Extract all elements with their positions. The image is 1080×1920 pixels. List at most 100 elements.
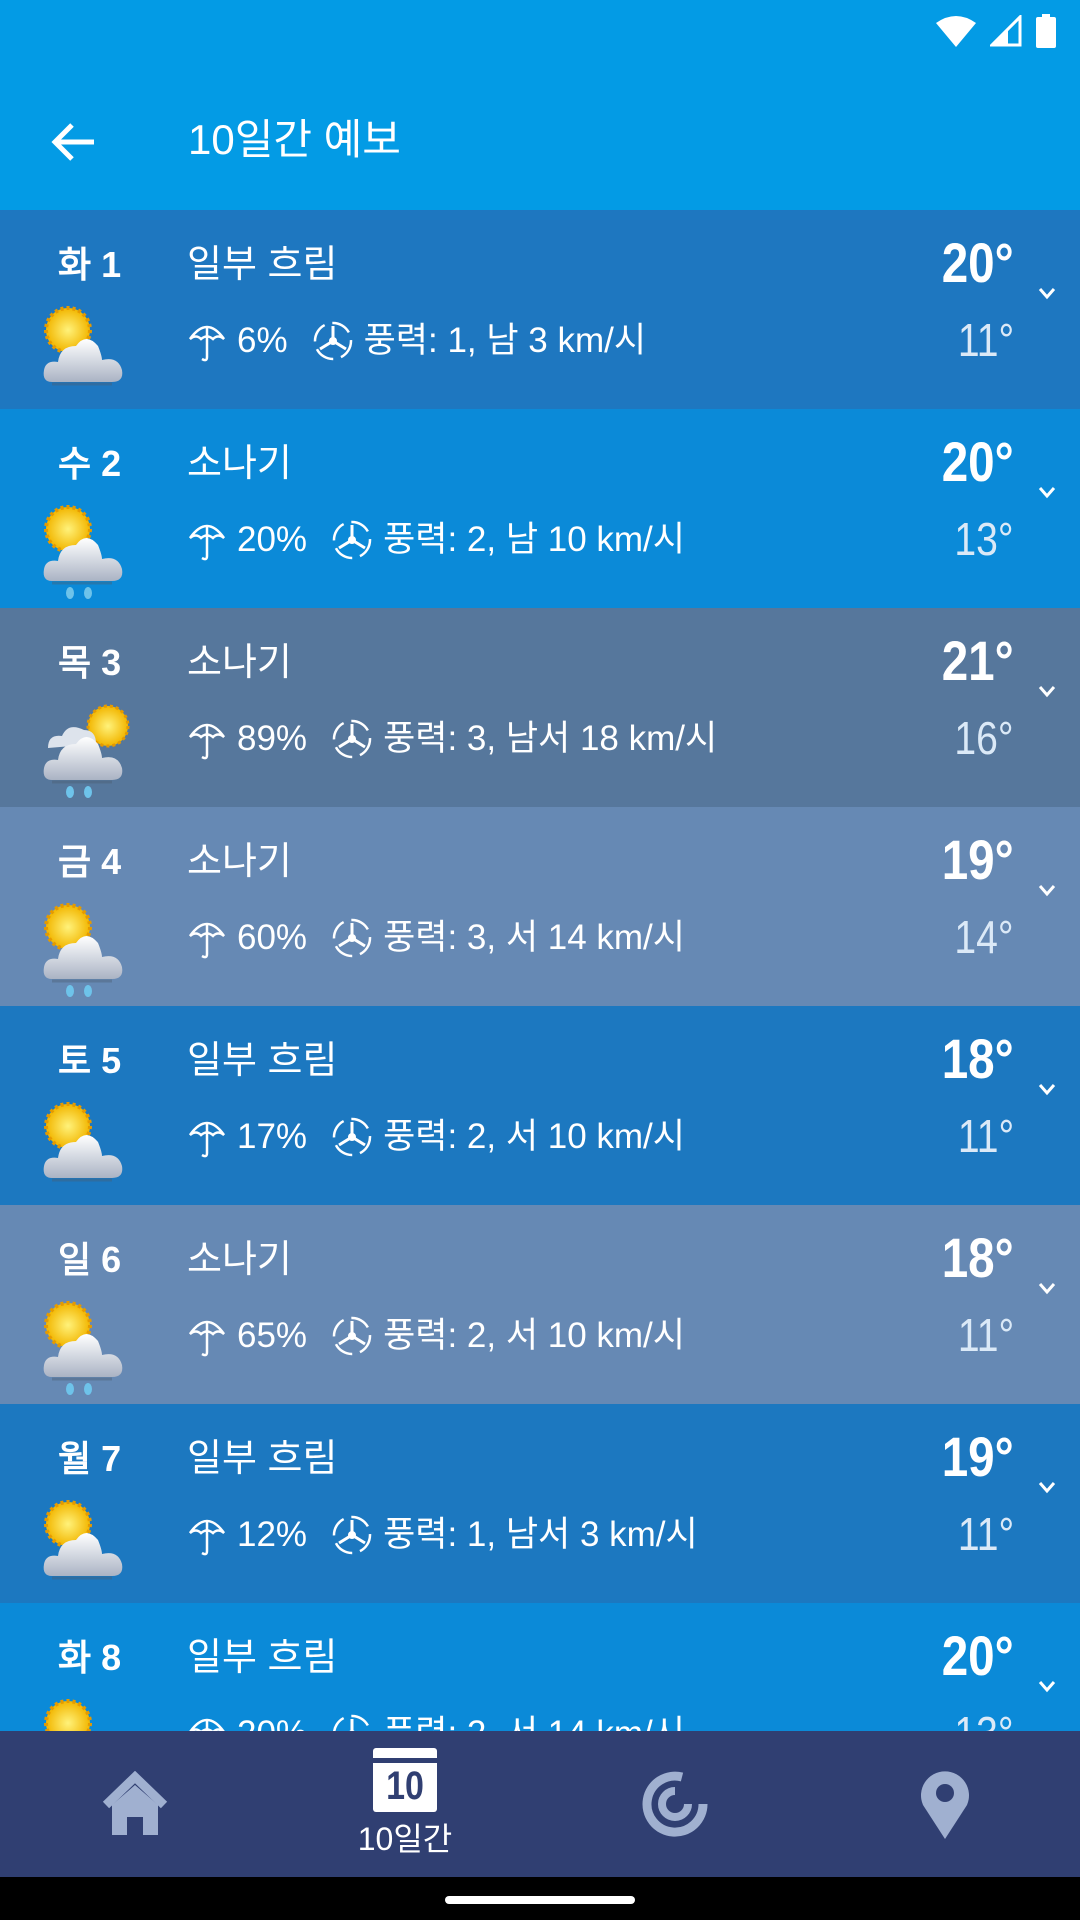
showers-weather-icon [43,1301,123,1395]
status-bar [0,0,1080,80]
chevron-down-icon[interactable] [1032,875,1062,905]
high-temp: 20° [942,1624,1014,1687]
app-bar: 10일간 예보 [0,80,1080,210]
precip-chance: 12% [237,1515,308,1554]
forecast-list[interactable]: 화 1 일부 흐림 6% 풍력: 1, 남 3 km/시 20° 11° 수 2 … [0,210,1080,1731]
low-temp: 11° [957,314,1014,366]
high-temp: 19° [942,828,1014,891]
umbrella-icon [188,1121,226,1158]
wind-icon [313,321,352,361]
battery-icon [1036,14,1056,48]
high-temp: 20° [942,430,1014,493]
forecast-day-row[interactable]: 월 7 일부 흐림 12% 풍력: 1, 남서 3 km/시 19° 11° [0,1404,1080,1603]
chevron-down-icon[interactable] [1032,676,1062,706]
high-temp: 20° [942,231,1014,294]
high-temp: 19° [942,1425,1014,1488]
umbrella-icon [188,922,226,959]
nav-home[interactable] [0,1731,270,1877]
details: 65% 풍력: 2, 서 10 km/시 [187,1311,685,1361]
low-temp: 11° [957,1110,1014,1162]
umbrella-icon [189,1718,225,1731]
wind-text: 풍력: 2, 서 10 km/시 [383,1316,685,1355]
radar-icon [642,1771,708,1837]
wind-text: 풍력: 1, 남서 3 km/시 [383,1515,698,1554]
details: 20% 풍력: 2, 서 14 km/시 [187,1709,685,1731]
chevron-down-icon[interactable] [1032,278,1062,308]
condition-text: 일부 흐림 [187,1637,338,1679]
forecast-day-row[interactable]: 토 5 일부 흐림 17% 풍력: 2, 서 10 km/시 18° 11° [0,1006,1080,1205]
day-label: 화 1 [58,244,122,285]
precip-chance: 60% [237,918,308,957]
home-icon [102,1771,168,1835]
wind-icon [332,1515,372,1555]
partly-cloudy-weather-icon [43,1102,123,1182]
partly-cloudy-weather-icon [43,306,123,386]
wind-icon [332,719,372,759]
partly-cloudy-weather-icon [44,1699,92,1731]
low-temp: 11° [957,1309,1014,1361]
condition-text: 소나기 [187,1239,292,1281]
condition-text: 일부 흐림 [187,1040,338,1082]
day-label: 금 4 [58,841,122,882]
chevron-down-icon[interactable] [1032,1671,1062,1701]
back-arrow-icon[interactable] [44,112,104,172]
chevron-down-icon[interactable] [1032,1074,1062,1104]
details: 60% 풍력: 3, 서 14 km/시 [187,913,685,963]
day-label: 수 2 [58,443,122,484]
umbrella-icon [188,1320,226,1357]
calendar-icon: 10 [373,1748,437,1812]
details: 12% 풍력: 1, 남서 3 km/시 [187,1510,698,1560]
chevron-down-icon[interactable] [1032,1472,1062,1502]
forecast-day-row[interactable]: 화 1 일부 흐림 6% 풍력: 1, 남 3 km/시 20° 11° [0,210,1080,409]
precip-chance: 17% [237,1117,308,1156]
day-label: 화 8 [58,1637,122,1678]
wind-text: 풍력: 2, 서 14 km/시 [383,1709,685,1731]
showers-weather-icon [43,903,123,997]
details: 6% 풍력: 1, 남 3 km/시 [187,316,646,366]
condition-text: 일부 흐림 [187,244,338,286]
gesture-bar[interactable] [445,1896,635,1904]
low-temp: 11° [957,1508,1014,1560]
day-label: 목 3 [58,642,122,683]
wind-icon [332,1117,372,1157]
location-pin-icon [921,1771,969,1839]
showers-cloudy-weather-icon [43,704,130,798]
umbrella-icon [188,524,226,561]
forecast-day-row[interactable]: 목 3 소나기 89% 풍력: 3, 남서 18 km/시 21° 16° [0,608,1080,807]
wind-text: 풍력: 2, 서 10 km/시 [383,1117,685,1156]
day-label: 월 7 [58,1438,122,1479]
wifi-icon [936,16,976,47]
low-temp: 13° [955,1703,1014,1731]
nav-10-day[interactable]: 10 10일간 [270,1731,540,1877]
signal-icon [990,15,1022,47]
forecast-day-row[interactable]: 금 4 소나기 60% 풍력: 3, 서 14 km/시 19° 14° [0,807,1080,1006]
umbrella-icon [188,1519,226,1556]
chevron-down-icon[interactable] [1032,1273,1062,1303]
forecast-day-row[interactable]: 수 2 소나기 20% 풍력: 2, 남 10 km/시 20° 13° [0,409,1080,608]
nav-locations[interactable] [810,1731,1080,1877]
wind-icon [332,1316,372,1356]
condition-text: 일부 흐림 [187,1438,338,1480]
forecast-day-row[interactable]: 화 8 일부 흐림 20% 풍력: 2, 서 14 km/시 20° 13° [0,1603,1080,1731]
showers-weather-icon [43,505,123,599]
condition-text: 소나기 [187,443,292,485]
nav-radar[interactable] [540,1731,810,1877]
precip-chance: 20% [237,1709,307,1731]
forecast-day-row[interactable]: 일 6 소나기 65% 풍력: 2, 서 10 km/시 18° 11° [0,1205,1080,1404]
day-label: 일 6 [58,1239,122,1280]
details: 20% 풍력: 2, 남 10 km/시 [187,515,685,565]
wind-icon [332,520,372,560]
wind-text: 풍력: 2, 남 10 km/시 [383,520,685,559]
low-temp: 13° [954,513,1014,565]
details: 89% 풍력: 3, 남서 18 km/시 [187,714,717,764]
chevron-down-icon[interactable] [1032,477,1062,507]
wind-text: 풍력: 3, 남서 18 km/시 [383,719,718,758]
page-title: 10일간 예보 [188,116,401,163]
umbrella-icon [188,325,226,362]
precip-chance: 89% [237,719,308,758]
high-temp: 18° [942,1027,1014,1090]
wind-text: 풍력: 3, 서 14 km/시 [383,918,685,957]
precip-chance: 65% [237,1316,308,1355]
nav-10-day-label: 10일간 [357,1821,453,1857]
day-label: 토 5 [58,1040,122,1081]
